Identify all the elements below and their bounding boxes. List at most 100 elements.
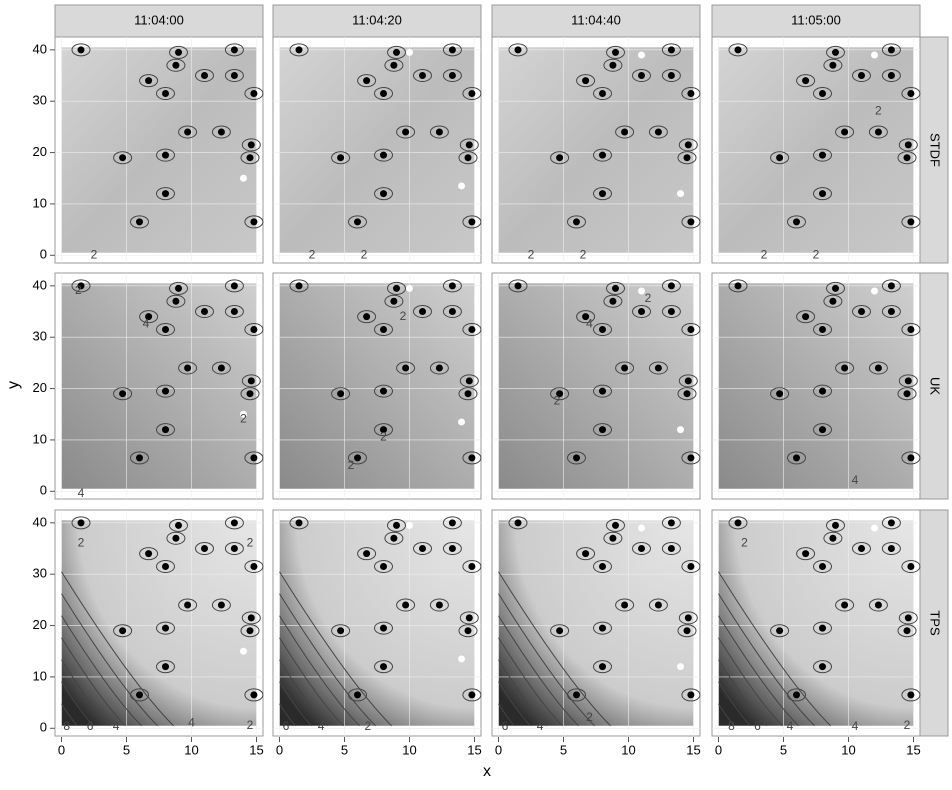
contour-ring [139, 547, 159, 561]
contour-label: 2 [400, 309, 407, 323]
sensor-point [874, 601, 882, 609]
sensor-point [667, 519, 675, 527]
contour-ring [113, 624, 133, 638]
sensor-point [162, 326, 169, 333]
contour-line [718, 637, 783, 727]
contour-ring [169, 45, 188, 59]
sensor-point [734, 46, 742, 54]
contour-ring [374, 87, 393, 100]
contour-ring [169, 281, 188, 295]
contour-ring [156, 148, 175, 162]
contour-ring [396, 125, 416, 139]
contour-label: 8 [728, 719, 735, 733]
contour-label: 4 [113, 719, 120, 733]
contour-ring [603, 58, 623, 72]
contour-ring [606, 281, 625, 295]
contour-ring [384, 58, 404, 72]
contour-ring [813, 423, 832, 437]
contour-ring [169, 518, 188, 532]
y-tick-label: 0 [40, 483, 47, 498]
contour-label: 2 [528, 247, 535, 261]
contour-ring [681, 560, 701, 573]
contour-ring [71, 279, 91, 293]
sensor-point [464, 390, 472, 398]
contour-label: 2 [875, 104, 882, 118]
column-strip [491, 4, 701, 38]
sensor-point [573, 691, 580, 699]
contour-line [498, 637, 563, 727]
contour-line [61, 615, 142, 727]
contour-ring [357, 547, 377, 561]
sensor-point [175, 284, 182, 292]
contour-ring [240, 624, 260, 638]
contour-label: 4 [78, 486, 85, 500]
contour-ring [813, 187, 832, 201]
sensor-point [380, 326, 387, 333]
sensor-point [514, 519, 522, 527]
x-tick-label: 10 [402, 742, 416, 757]
sensor-point [175, 48, 182, 56]
y-tick-label: 40 [33, 41, 47, 56]
sensor-point [907, 90, 915, 97]
column-strip [54, 4, 264, 38]
contour-ring [681, 688, 701, 702]
contour-label: 6 [754, 719, 761, 733]
x-tick-label: 10 [621, 742, 635, 757]
contour-ring [224, 43, 244, 57]
contour-ring [898, 374, 918, 388]
contour-ring [677, 624, 697, 638]
y-tick-label: 30 [33, 566, 47, 581]
sensor-point [390, 534, 398, 542]
contour-ring [593, 560, 612, 573]
contour-ring [387, 281, 406, 295]
contour-ring [603, 294, 623, 308]
sensor-point [887, 519, 895, 527]
field-surface [279, 520, 475, 726]
contour-ring [881, 516, 901, 530]
contour-ring [240, 387, 260, 401]
sensor-point [393, 284, 400, 292]
sensor-point [337, 627, 345, 635]
contour-ring [593, 423, 612, 437]
contour-line [61, 593, 158, 727]
contour-ring [813, 148, 832, 162]
moving-point [406, 521, 413, 529]
y-tick-label: 40 [33, 277, 47, 292]
sensor-point [887, 46, 895, 54]
contour-line [718, 659, 767, 727]
sensor-point [858, 545, 865, 553]
contour-ring [787, 215, 806, 229]
sensor-point [903, 627, 911, 635]
sensor-point [465, 614, 473, 622]
contour-ring [648, 125, 668, 139]
x-tick-label: 5 [560, 742, 567, 757]
contour-line [61, 637, 126, 727]
contour-ring [593, 621, 612, 635]
sensor-point [573, 454, 580, 462]
sensor-point [556, 390, 564, 398]
moving-point [638, 51, 645, 59]
sensor-point [230, 282, 238, 290]
sensor-point [832, 284, 839, 292]
sensor-point [250, 691, 258, 699]
sensor-point [250, 326, 258, 333]
contour-label: 4 [143, 317, 150, 331]
sensor-point [468, 90, 476, 97]
contour-ring [648, 361, 668, 375]
contour-ring [195, 305, 214, 319]
contour-ring [826, 45, 845, 59]
contour-ring [852, 69, 871, 83]
contour-line [498, 615, 579, 727]
sensor-point [556, 154, 564, 162]
contour-ring [898, 611, 918, 625]
contour-line [279, 703, 296, 727]
contour-ring [567, 215, 586, 229]
contour-ring [244, 451, 264, 465]
y-tick-label: 10 [33, 668, 47, 683]
field-surface [718, 283, 914, 489]
sensor-point [354, 454, 361, 462]
contour-ring [240, 151, 260, 165]
sensor-point [802, 77, 810, 85]
sensor-point [464, 627, 472, 635]
x-tick-label: 15 [467, 742, 481, 757]
